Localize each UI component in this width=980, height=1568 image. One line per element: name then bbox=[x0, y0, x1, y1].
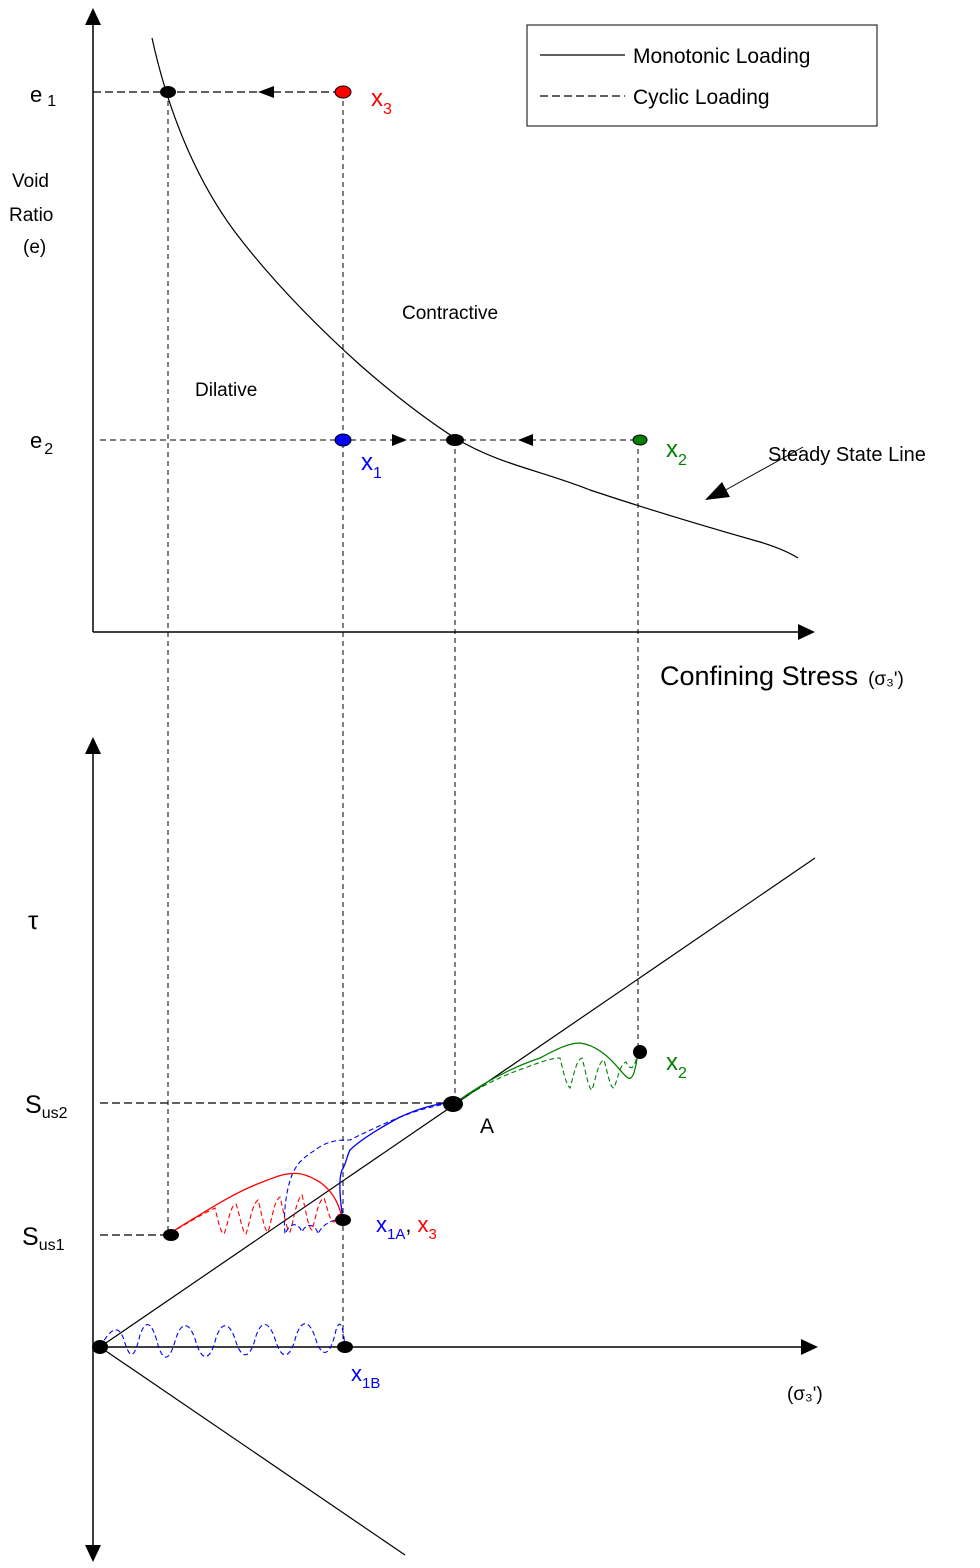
x1a-cyclic-path bbox=[283, 1102, 456, 1237]
steady-state-label: Steady State Line bbox=[768, 444, 926, 466]
x1a-point bbox=[335, 1214, 351, 1226]
failure-envelope-lower bbox=[99, 1346, 406, 1556]
steady-point-e2 bbox=[446, 434, 464, 446]
sus2-label: Sus2 bbox=[25, 1091, 68, 1122]
bottom-x-axis-symbol: (σ₃') bbox=[787, 1384, 823, 1405]
y-axis-label-ratio: Ratio bbox=[9, 205, 53, 226]
legend-solid-label: Monotonic Loading bbox=[633, 45, 810, 68]
bottom-x-axis-arrow bbox=[801, 1339, 818, 1355]
y-axis-label-void: Void bbox=[12, 171, 49, 192]
sus1-label: Sus1 bbox=[22, 1223, 65, 1254]
steady-state-pointer bbox=[721, 446, 804, 493]
steady-state-pointer-head bbox=[705, 482, 730, 500]
legend-dashed-label: Cyclic Loading bbox=[633, 86, 770, 109]
x1b-point bbox=[337, 1341, 353, 1353]
e1-steady-point bbox=[160, 86, 176, 98]
region-dilative: Dilative bbox=[195, 380, 257, 401]
sus1-point bbox=[163, 1229, 179, 1241]
point-A-label: A bbox=[480, 1115, 494, 1138]
e1-arrow bbox=[258, 86, 274, 98]
region-contractive: Contractive bbox=[402, 303, 498, 324]
bottom-y-axis-arrow-down bbox=[85, 1545, 101, 1562]
tau-label: τ bbox=[28, 905, 39, 935]
x2-label-bottom: x2 bbox=[666, 1049, 687, 1082]
e2-arrow-right bbox=[392, 434, 407, 446]
origin-point bbox=[92, 1340, 108, 1354]
x2-monotonic-path bbox=[454, 1042, 639, 1104]
x1b-cyclic-path bbox=[99, 1323, 346, 1358]
point-A bbox=[443, 1096, 463, 1112]
x2-label-top: x2 bbox=[666, 436, 687, 469]
x3-monotonic-path bbox=[169, 1172, 344, 1234]
e2-arrow-left bbox=[518, 434, 533, 446]
x3-cyclic-path bbox=[169, 1194, 344, 1235]
x1-label: x1 bbox=[361, 449, 382, 482]
y-axis-label-e: (e) bbox=[23, 237, 46, 258]
legend-box bbox=[526, 24, 878, 127]
x3-point bbox=[334, 85, 352, 99]
bottom-y-axis-arrow-up bbox=[85, 737, 101, 754]
x1a-x3-label: x1A, x3 bbox=[376, 1212, 437, 1243]
x3-label: x3 bbox=[371, 85, 392, 118]
steady-state-line bbox=[151, 37, 799, 559]
x2-bottom-point bbox=[633, 1045, 647, 1059]
x1a-monotonic-path bbox=[339, 1102, 453, 1221]
top-x-axis-arrow bbox=[798, 624, 815, 640]
x2-point bbox=[632, 434, 648, 446]
x1-point bbox=[334, 433, 352, 447]
top-y-axis-arrow bbox=[85, 8, 101, 25]
x-axis-label: Confining Stress (σ₃') bbox=[660, 661, 904, 691]
x1b-label: x1B bbox=[351, 1361, 380, 1392]
